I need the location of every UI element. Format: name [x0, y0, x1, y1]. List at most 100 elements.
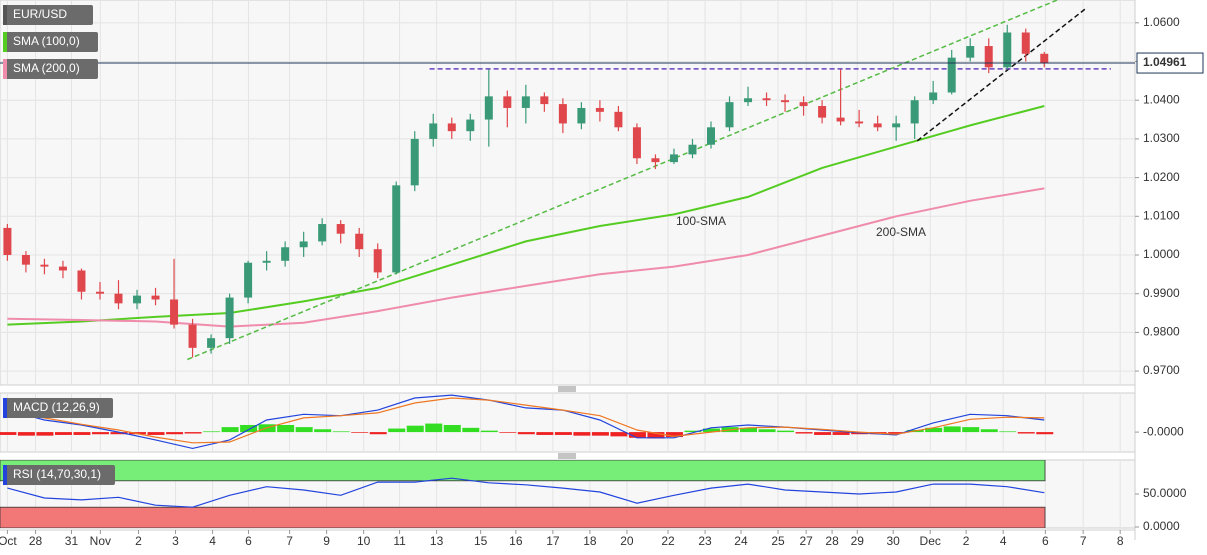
legend-swatch — [3, 59, 7, 79]
histogram-bar — [314, 429, 332, 433]
x-tick-label: 9 — [323, 534, 330, 548]
panel-layer — [0, 460, 1121, 528]
candle-body — [873, 123, 882, 128]
candle-body — [1021, 32, 1030, 54]
candle-body — [466, 119, 475, 132]
y-tick-label: 1.0400 — [1143, 92, 1180, 106]
histogram-bar — [1017, 432, 1035, 434]
legend-box — [3, 5, 93, 25]
histogram-bar — [573, 432, 591, 436]
histogram-bar — [295, 427, 313, 433]
trend-line — [187, 0, 1060, 361]
candle-body — [892, 123, 901, 128]
candle-body — [40, 264, 49, 267]
candle-body — [762, 98, 771, 101]
candle-body — [58, 266, 67, 271]
candle-body — [1040, 53, 1049, 64]
histogram-bar — [73, 432, 91, 435]
legend-box — [3, 398, 113, 418]
x-tick-label: 18 — [583, 534, 597, 548]
x-tick-label: 28 — [825, 534, 839, 548]
legend-label: SMA (200,0) — [13, 61, 80, 75]
panel-resize-handle[interactable] — [558, 453, 576, 459]
candle-body — [595, 107, 604, 112]
x-tick-label: 2 — [963, 534, 970, 548]
y-tick-label: 1.0600 — [1143, 15, 1180, 29]
histogram-bar — [554, 432, 572, 435]
x-tick-label: 6 — [1042, 534, 1049, 548]
annotation: 200-SMA — [876, 225, 926, 239]
y-tick-label: 50.0000 — [1143, 486, 1187, 500]
histogram-bar — [406, 425, 424, 433]
legend-swatch — [3, 32, 7, 52]
x-tick-label: 7 — [1080, 534, 1087, 548]
x-tick-label: 25 — [771, 534, 785, 548]
candle-body — [207, 338, 216, 348]
histogram-bar — [999, 431, 1017, 433]
histogram-bar — [888, 432, 906, 434]
candle-body — [244, 262, 253, 298]
candle-body — [188, 324, 197, 348]
x-tick-label: 10 — [357, 534, 371, 548]
x-tick-label: 16 — [509, 534, 523, 548]
candle-body — [781, 100, 790, 103]
histogram-bar — [443, 424, 461, 433]
legend-swatch — [3, 398, 7, 418]
histogram-bar — [684, 430, 702, 433]
x-tick-label: 7 — [286, 534, 293, 548]
candle-body — [447, 123, 456, 132]
y-tick-label: 1.0200 — [1143, 170, 1180, 184]
histogram-bar — [184, 432, 202, 434]
histogram-bar — [814, 432, 832, 435]
panel-resize-handle[interactable] — [558, 386, 576, 392]
y-tick-label: 1.0100 — [1143, 208, 1180, 222]
candle-body — [947, 57, 956, 93]
legend-swatch — [3, 465, 7, 485]
x-tick-label: 17 — [546, 534, 560, 548]
histogram-bar — [332, 431, 350, 433]
candle-body — [910, 100, 919, 124]
candle-body — [262, 260, 271, 263]
candle-body — [855, 121, 864, 124]
candle-body — [484, 96, 493, 120]
legend-swatch — [3, 5, 7, 25]
candle-body — [373, 249, 382, 273]
candle-body — [355, 233, 364, 250]
annotation: 100-SMA — [676, 214, 726, 228]
x-tick-label: Oct — [0, 534, 17, 548]
histogram-bar — [91, 432, 109, 435]
rsi-line — [7, 477, 1045, 508]
y-tick-label: 1.0300 — [1143, 131, 1180, 145]
legend-box — [3, 32, 98, 52]
x-tick-label: 4 — [209, 534, 216, 548]
candle-body — [299, 241, 308, 248]
candle-body — [114, 293, 123, 304]
candle-body — [77, 270, 86, 292]
x-tick-label: 20 — [620, 534, 634, 548]
trend-line — [916, 6, 1088, 142]
histogram-bar — [110, 432, 128, 435]
candle-body — [706, 127, 715, 145]
y-tick-label: 0.9800 — [1143, 325, 1180, 339]
candle-body — [318, 224, 327, 242]
candle-body — [133, 295, 142, 304]
histogram-bar — [54, 432, 72, 435]
y-tick-label: 0.0000 — [1143, 519, 1180, 533]
candle-body — [688, 144, 697, 155]
rsi-band — [0, 460, 1046, 482]
y-tick-label: 1.0000 — [1143, 247, 1180, 261]
legend-label: SMA (100,0) — [13, 34, 80, 48]
x-tick-label: 30 — [887, 534, 901, 548]
histogram-bar — [166, 432, 184, 435]
histogram-bar — [369, 432, 387, 435]
candle-body — [577, 107, 586, 124]
candle-body — [540, 96, 549, 105]
legend-box — [3, 59, 98, 79]
candle-body — [151, 295, 160, 300]
candle-body — [558, 104, 567, 124]
x-tick-label: 8 — [1117, 534, 1124, 548]
y-tick-label: 0.9700 — [1143, 363, 1180, 377]
histogram-bar — [221, 427, 239, 433]
histogram-bar — [832, 432, 850, 435]
candle-body — [651, 158, 660, 163]
